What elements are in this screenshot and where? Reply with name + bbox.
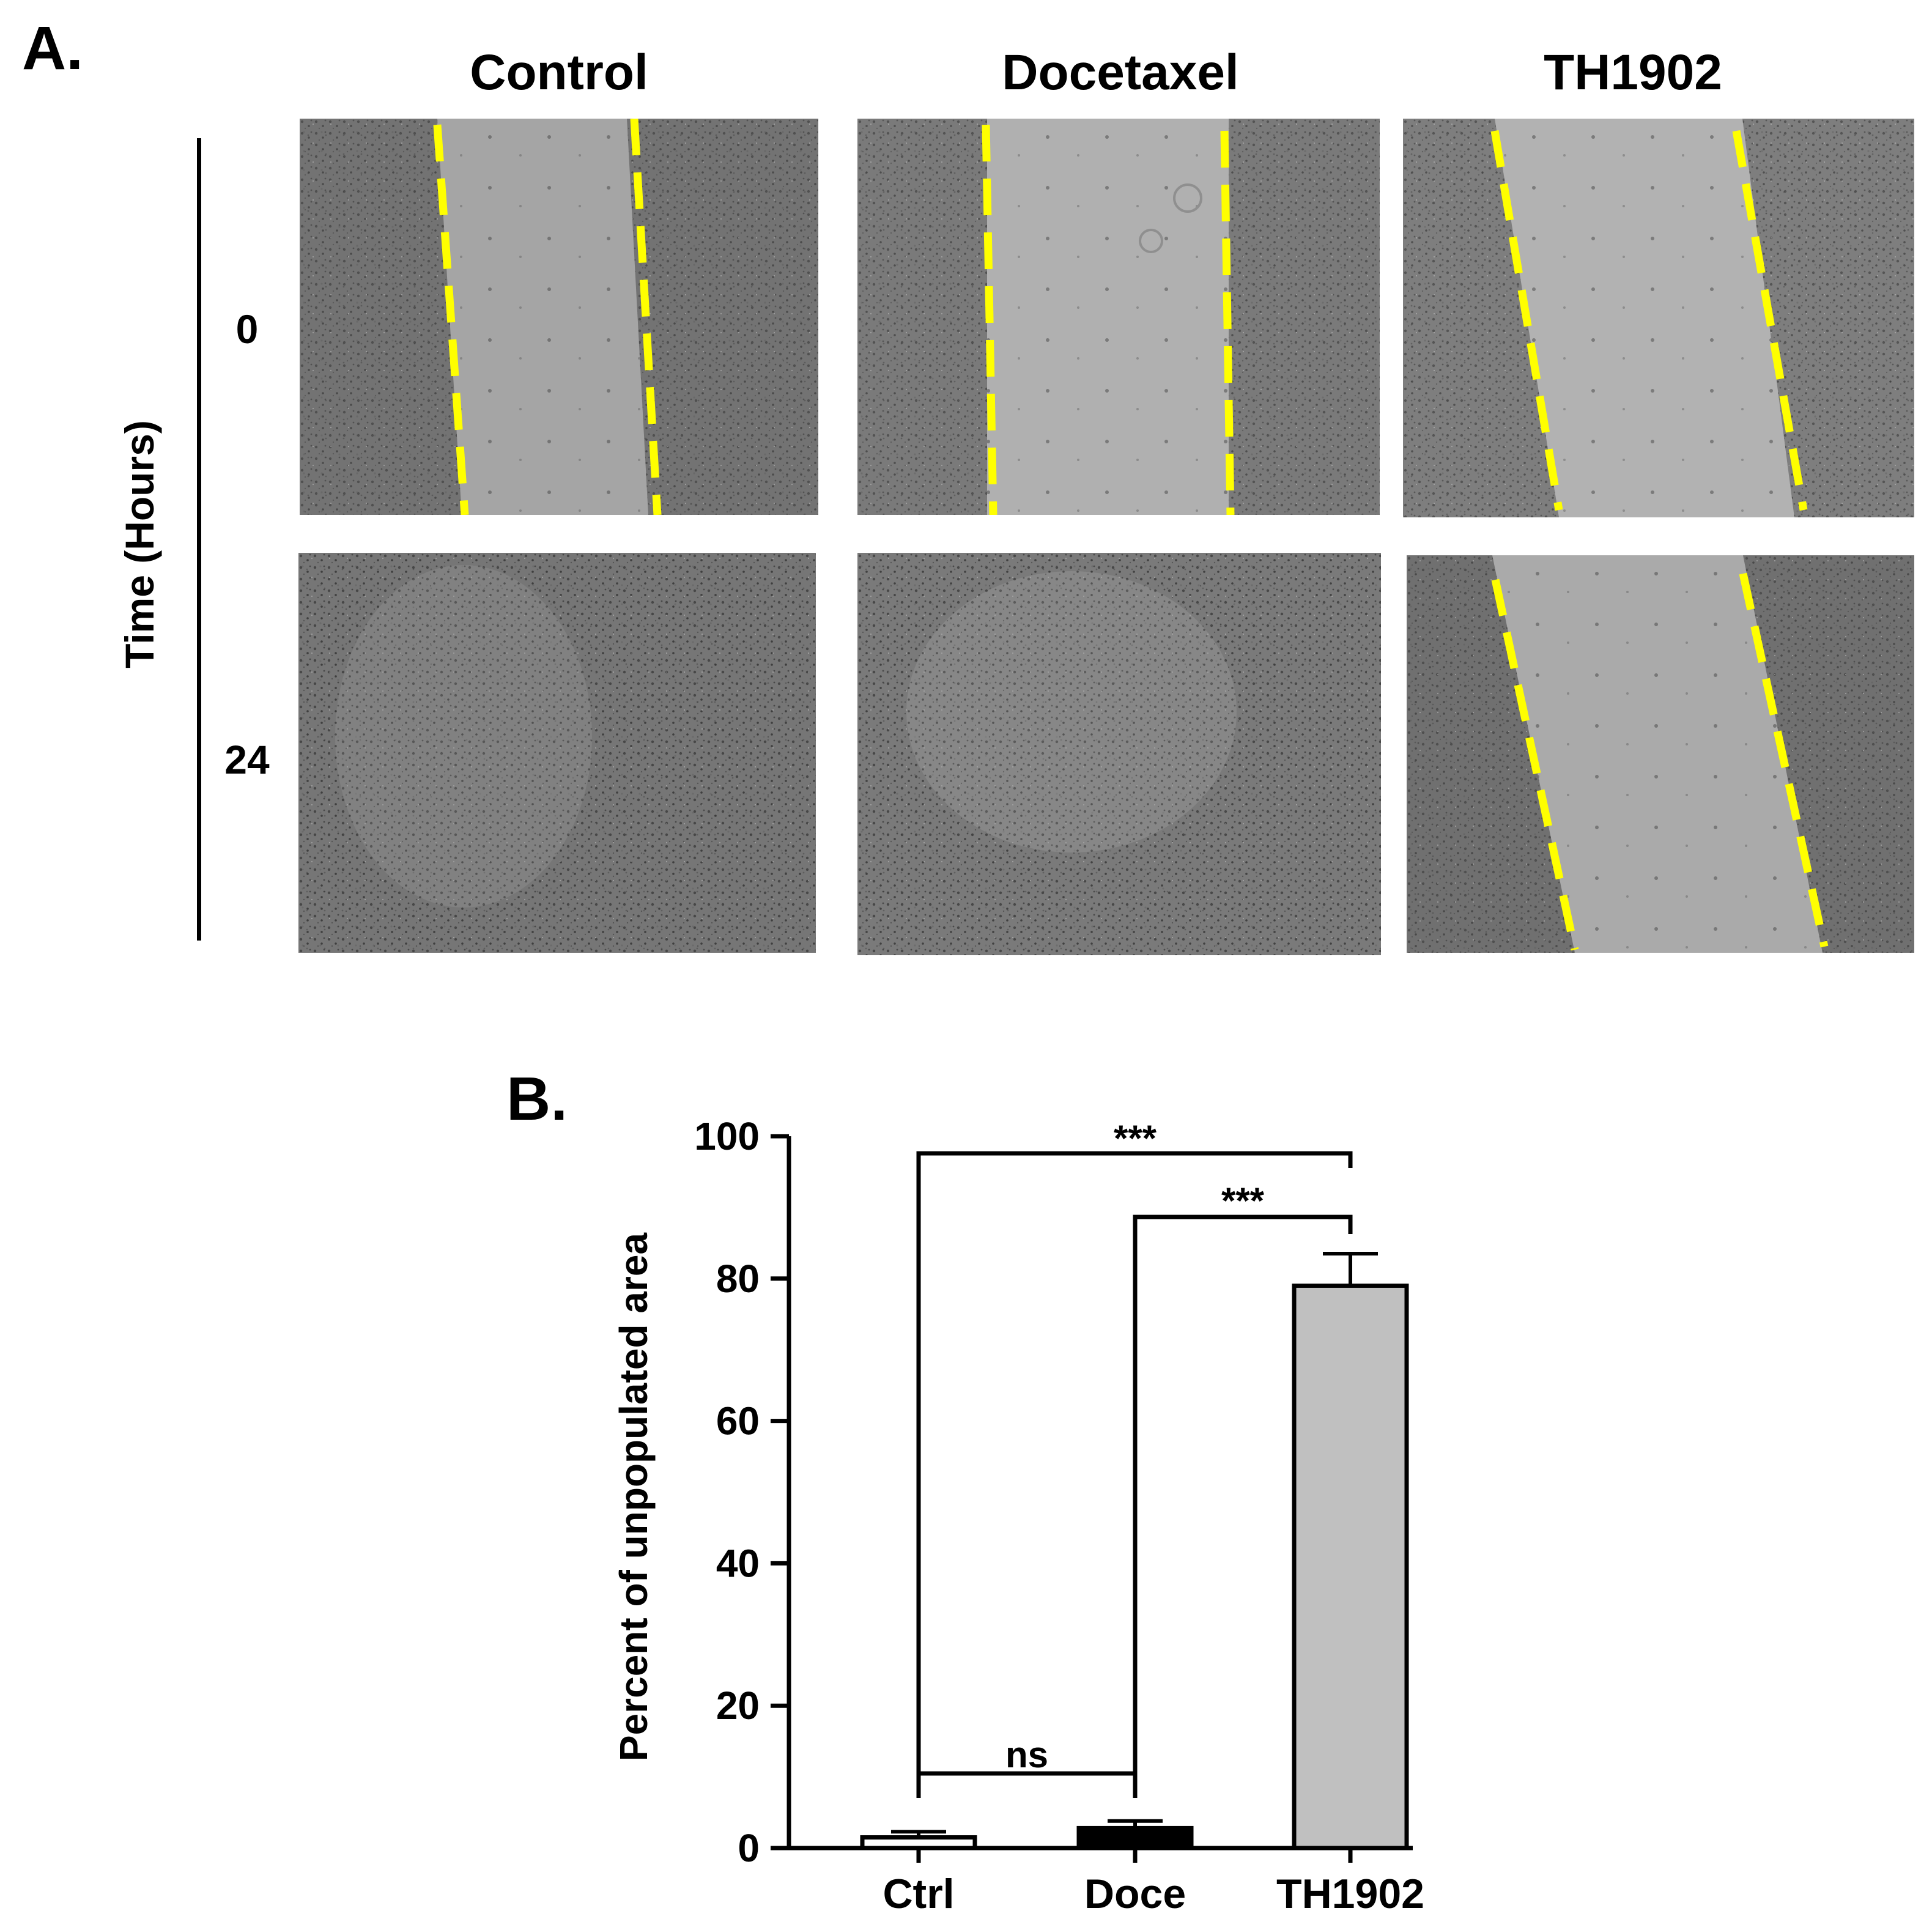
scratch-line-right	[630, 119, 662, 515]
x-tick-label-ctrl: Ctrl	[883, 1871, 954, 1917]
micrograph-th1902-24h	[1407, 555, 1914, 953]
row-label-0h: 0	[235, 306, 259, 352]
micrograph-th1902-24h-image	[1407, 555, 1914, 953]
scratch-line-right	[1220, 130, 1235, 515]
micrograph-th1902-0h	[1403, 119, 1914, 517]
significance-brackets: *** *** ns	[916, 1118, 1353, 1798]
scratch-line-left	[433, 124, 469, 515]
column-title-control: Control	[470, 45, 648, 100]
scratch-line-right	[1732, 130, 1808, 511]
significance-bracket	[916, 1771, 1138, 1798]
y-tick-label: 100	[694, 1114, 760, 1158]
micrograph-docetaxel-0h-image	[857, 119, 1380, 515]
y-tick-label: 40	[716, 1541, 760, 1585]
time-axis-title: Time (Hours)	[117, 420, 162, 668]
bars	[860, 1252, 1409, 1851]
micrograph-control-24h-image	[298, 553, 816, 953]
bar-chart: Percent of unpopulated area 0 20 40 60 80 100…	[612, 1114, 1424, 1917]
y-axis-title: Percent of unpopulated area	[612, 1233, 656, 1762]
y-tick-label: 60	[716, 1399, 760, 1443]
significance-bracket	[916, 1151, 1353, 1792]
bar-ctrl	[860, 1835, 977, 1851]
micrograph-control-24h	[298, 553, 816, 953]
column-title-docetaxel: Docetaxel	[1002, 45, 1239, 100]
significance-label: ns	[1005, 1734, 1048, 1775]
micrograph-docetaxel-24h	[857, 553, 1381, 955]
significance-bracket	[1133, 1215, 1353, 1794]
y-tick-label: 20	[716, 1684, 760, 1728]
scratch-line-left	[1491, 579, 1579, 951]
row-label-24h: 24	[224, 737, 270, 782]
scratch-line-left	[1490, 130, 1563, 511]
time-axis-line	[197, 138, 201, 941]
x-axis: Ctrl Doce TH1902	[787, 1846, 1424, 1917]
bar-th1902	[1292, 1283, 1409, 1851]
scratch-line-right	[1739, 572, 1829, 948]
scratch-line-left	[982, 124, 997, 515]
micrograph-docetaxel-0h	[857, 119, 1380, 515]
x-tick-label-doce: Doce	[1084, 1871, 1186, 1917]
micrograph-docetaxel-24h-image	[857, 553, 1381, 955]
micrograph-control-0h	[300, 119, 818, 515]
y-tick-label: 80	[716, 1257, 760, 1301]
bar-doce	[1076, 1825, 1194, 1851]
y-tick-label: 0	[738, 1826, 760, 1870]
column-title-th1902: TH1902	[1544, 45, 1722, 100]
significance-label: ***	[1114, 1118, 1157, 1159]
x-tick-label-th1902: TH1902	[1276, 1871, 1424, 1917]
micrograph-control-0h-image	[300, 119, 818, 515]
panel-b-label: B.	[506, 1065, 568, 1133]
panel-a-label: A.	[22, 14, 83, 83]
micrograph-th1902-0h-image	[1403, 119, 1914, 517]
significance-label: ***	[1221, 1180, 1265, 1221]
y-axis: 0 20 40 60 80 100	[694, 1114, 791, 1870]
